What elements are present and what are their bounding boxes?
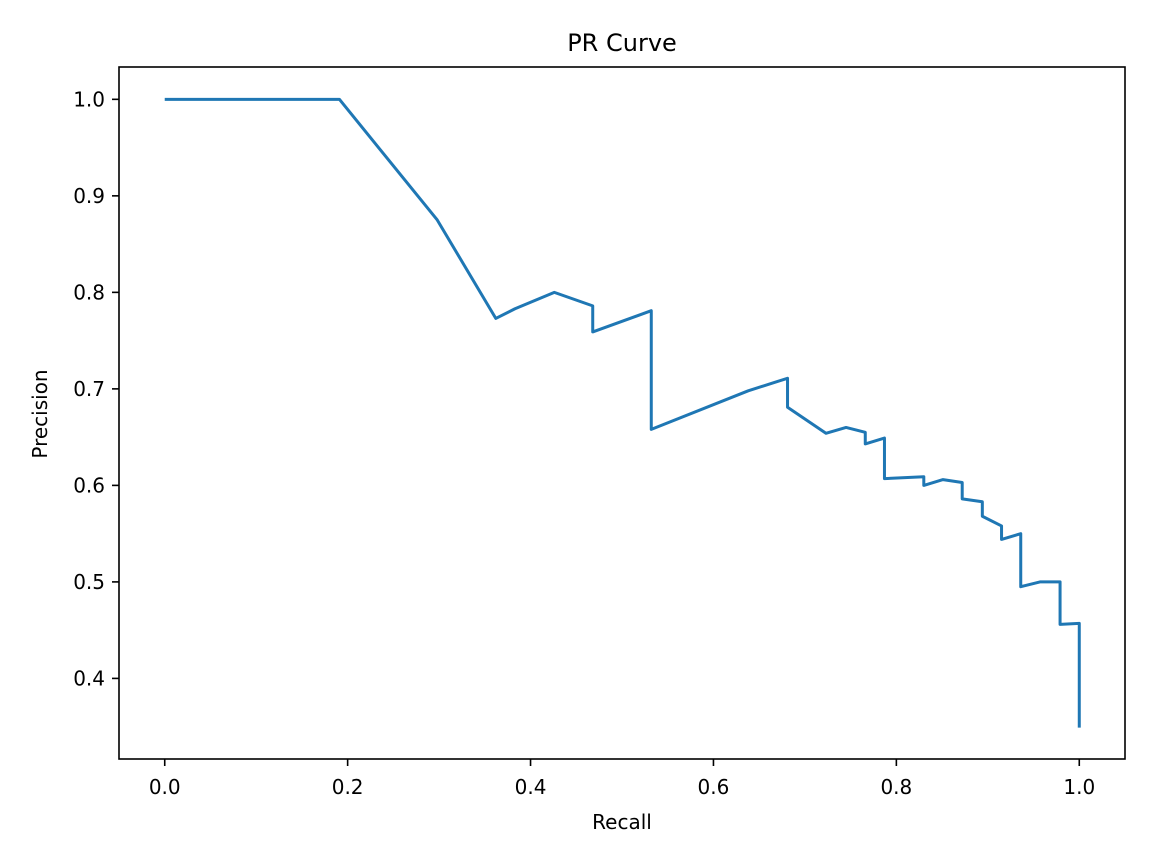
y-tick-label: 0.8 xyxy=(73,280,105,304)
x-axis-label: Recall xyxy=(592,810,652,834)
plot-area: 0.0 0.2 0.4 0.6 0.8 1.0 0.4 0.5 0.6 0.7 0.8 0.9 1.0 xyxy=(73,66,1126,799)
y-tick-label: 0.5 xyxy=(73,570,105,594)
axes-frame xyxy=(118,66,1126,760)
x-tick-label: 0.6 xyxy=(698,775,730,799)
x-tick-label: 0.0 xyxy=(149,775,181,799)
chart-title: PR Curve xyxy=(567,29,677,57)
x-tick-label: 0.2 xyxy=(332,775,364,799)
x-tick-label: 0.4 xyxy=(515,775,547,799)
y-tick-label: 0.9 xyxy=(73,184,105,208)
y-tick-label: 0.4 xyxy=(73,666,105,690)
y-tick-label: 0.7 xyxy=(73,377,105,401)
y-tick-label: 0.6 xyxy=(73,473,105,497)
x-tick-label: 1.0 xyxy=(1063,775,1095,799)
y-axis-label: Precision xyxy=(28,369,52,458)
series-line-0 xyxy=(164,97,1081,728)
x-tick-label: 0.8 xyxy=(880,775,912,799)
y-tick-label: 1.0 xyxy=(73,87,105,111)
